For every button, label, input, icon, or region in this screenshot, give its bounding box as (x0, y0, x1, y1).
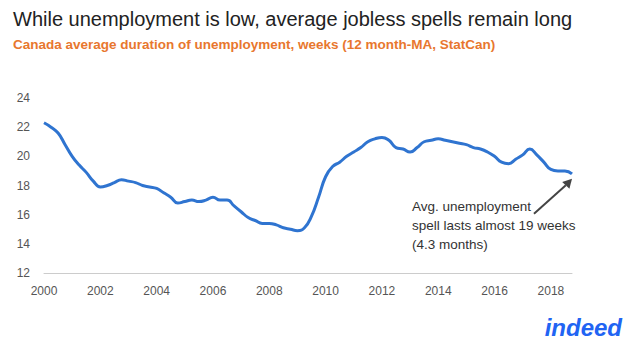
svg-text:indeed: indeed (545, 314, 624, 341)
svg-text:22: 22 (17, 120, 31, 134)
svg-text:2014: 2014 (425, 284, 452, 298)
svg-text:18: 18 (17, 179, 31, 193)
svg-text:2006: 2006 (200, 284, 227, 298)
svg-text:14: 14 (17, 237, 31, 251)
svg-text:2018: 2018 (538, 284, 565, 298)
svg-text:2016: 2016 (481, 284, 508, 298)
svg-text:While unemployment is low, ave: While unemployment is low, average joble… (13, 8, 572, 30)
svg-text:2002: 2002 (87, 284, 114, 298)
svg-text:2012: 2012 (369, 284, 396, 298)
svg-text:2008: 2008 (256, 284, 283, 298)
svg-text:2004: 2004 (143, 284, 170, 298)
svg-text:12: 12 (17, 266, 31, 280)
svg-text:2010: 2010 (312, 284, 339, 298)
svg-text:20: 20 (17, 149, 31, 163)
svg-text:(4.3 months): (4.3 months) (412, 237, 488, 252)
svg-text:24: 24 (17, 91, 31, 105)
svg-text:2000: 2000 (31, 284, 58, 298)
svg-text:Avg. unemployment: Avg. unemployment (412, 199, 531, 214)
svg-text:spell lasts almost 19 weeks: spell lasts almost 19 weeks (412, 218, 576, 233)
svg-text:Canada average duration of une: Canada average duration of unemployment,… (13, 37, 495, 52)
svg-text:16: 16 (17, 208, 31, 222)
